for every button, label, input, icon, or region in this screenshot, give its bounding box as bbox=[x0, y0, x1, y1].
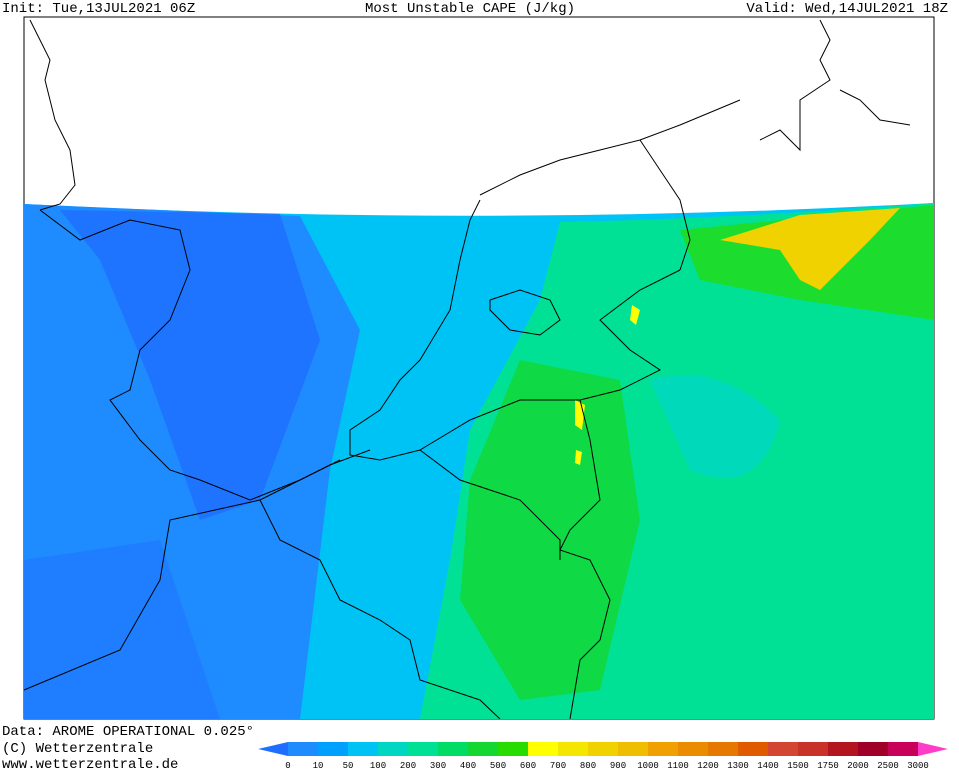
colorbar-level-label: 300 bbox=[430, 761, 446, 770]
data-source: Data: AROME OPERATIONAL 0.025° bbox=[2, 724, 254, 740]
colorbar-level-label: 1500 bbox=[787, 761, 809, 770]
colorbar-box bbox=[408, 742, 438, 756]
colorbar-box bbox=[858, 742, 888, 756]
colorbar-box bbox=[348, 742, 378, 756]
colorbar-level-label: 200 bbox=[400, 761, 416, 770]
colorbar-box bbox=[378, 742, 408, 756]
colorbar: 0 10 50 100 200 300 400 500 600 700 800 900 1000 1100… bbox=[258, 742, 948, 770]
colorbar-level-label: 100 bbox=[370, 761, 386, 770]
colorbar-level-label: 900 bbox=[610, 761, 626, 770]
init-label: Init: Tue,13JUL2021 06Z bbox=[2, 1, 195, 17]
coastlines bbox=[23, 19, 911, 720]
field-cyan-patch bbox=[650, 375, 780, 479]
colorbar-above-arrow bbox=[918, 742, 948, 756]
coast-baltic bbox=[839, 89, 911, 126]
colorbar-box bbox=[318, 742, 348, 756]
colorbar-level-label: 2500 bbox=[877, 761, 899, 770]
colorbar-box bbox=[678, 742, 708, 756]
border-de bbox=[559, 269, 681, 720]
coast-england-north bbox=[29, 19, 76, 211]
coast-denmark bbox=[759, 19, 831, 152]
colorbar-box bbox=[798, 742, 828, 756]
colorbar-box bbox=[618, 742, 648, 756]
website: www.wetterzentrale.de bbox=[2, 757, 178, 770]
valid-label: Valid: Wed,14JUL2021 18Z bbox=[746, 1, 948, 17]
colorbar-box bbox=[888, 742, 918, 756]
colorbar-level-label: 700 bbox=[550, 761, 566, 770]
colorbar-level-label: 0 bbox=[285, 761, 290, 770]
colorbar-box bbox=[288, 742, 318, 756]
colorbar-level-label: 1300 bbox=[727, 761, 749, 770]
colorbar-level-label: 1750 bbox=[817, 761, 839, 770]
colorbar-below-arrow bbox=[258, 742, 288, 756]
coast-wadden bbox=[479, 99, 741, 196]
colorbar-box bbox=[648, 742, 678, 756]
colorbar-level-label: 1100 bbox=[667, 761, 689, 770]
colorbar-level-label: 1400 bbox=[757, 761, 779, 770]
colorbar-level-label: 1200 bbox=[697, 761, 719, 770]
coast-ijsselmeer bbox=[489, 289, 561, 336]
colorbar-level-label: 400 bbox=[460, 761, 476, 770]
border-fr bbox=[259, 499, 501, 720]
copyright: (C) Wetterzentrale bbox=[2, 741, 153, 757]
colorbar-box bbox=[768, 742, 798, 756]
map-title: Most Unstable CAPE (J/kg) bbox=[365, 1, 575, 17]
colorbar-box bbox=[708, 742, 738, 756]
colorbar-box bbox=[468, 742, 498, 756]
border-be-nl bbox=[419, 399, 580, 451]
colorbar-level-label: 600 bbox=[520, 761, 536, 770]
field-deep-blue bbox=[60, 210, 320, 520]
colorbar-level-label: 2000 bbox=[847, 761, 869, 770]
colorbar-box bbox=[738, 742, 768, 756]
field-deep-blue-2 bbox=[24, 540, 220, 719]
coast-channel bbox=[23, 449, 371, 691]
field-yellow-spots bbox=[575, 305, 640, 465]
border-be-lu bbox=[419, 449, 561, 560]
colorbar-box bbox=[438, 742, 468, 756]
colorbar-level-label: 50 bbox=[343, 761, 354, 770]
coast-england-east bbox=[39, 209, 341, 501]
coast-ems bbox=[639, 139, 691, 271]
colorbar-box bbox=[528, 742, 558, 756]
colorbar-level-label: 1000 bbox=[637, 761, 659, 770]
colorbar-level-label: 800 bbox=[580, 761, 596, 770]
colorbar-box bbox=[558, 742, 588, 756]
colorbar-level-label: 3000 bbox=[907, 761, 929, 770]
colorbar-level-label: 500 bbox=[490, 761, 506, 770]
colorbar-box bbox=[588, 742, 618, 756]
colorbar-box bbox=[828, 742, 858, 756]
colorbar-box bbox=[498, 742, 528, 756]
field-yellow-ne bbox=[720, 208, 900, 290]
coast-netherlands bbox=[349, 199, 481, 461]
colorbar-level-label: 10 bbox=[313, 761, 324, 770]
